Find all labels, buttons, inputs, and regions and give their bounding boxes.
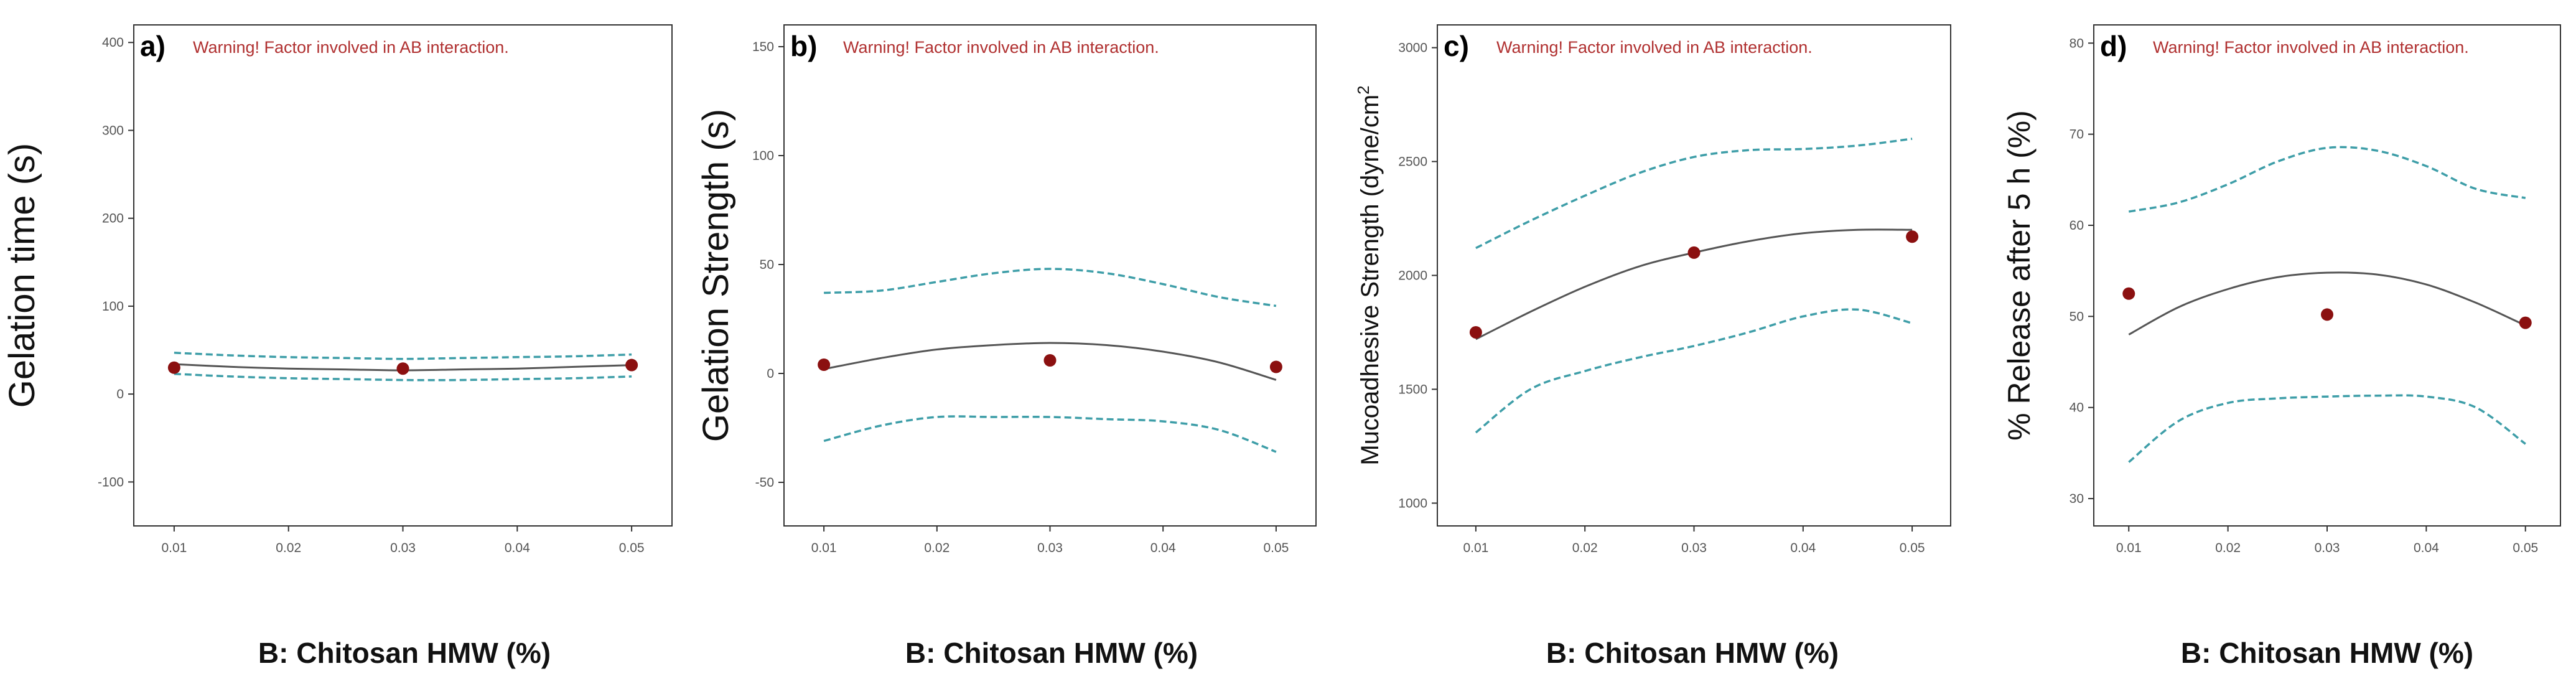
plot-frame [2093, 24, 2561, 527]
chart-panel-1: -100 0 100 200 300 400 0.01 0.02 0.03 0.04 0.05 a) W… [2, 24, 673, 669]
y-tick-label: 0 [116, 387, 124, 401]
y-tick-label: 1500 [1398, 382, 1427, 396]
lower-ci-line [2128, 394, 2526, 463]
y-tick-label: -50 [755, 476, 774, 490]
predicted-line [1475, 228, 1913, 340]
upper-ci-line [1475, 138, 1913, 250]
panel-label: c) [1444, 30, 1469, 62]
panel-label: b) [790, 30, 817, 62]
y-tick-label: 50 [760, 258, 774, 272]
design-point [2122, 287, 2135, 300]
y-tick-label: 2000 [1398, 269, 1427, 283]
design-point [818, 358, 831, 371]
y-tick-label: 60 [2070, 218, 2084, 233]
x-axis-title: B: Chitosan HMW (%) [2181, 637, 2473, 669]
x-tick-label: 0.01 [1463, 541, 1488, 555]
design-point [396, 362, 409, 375]
x-tick-label: 0.03 [1681, 541, 1707, 555]
x-axis-title: B: Chitosan HMW (%) [258, 637, 551, 669]
y-axis-title: Gelation Strength (s) [696, 109, 736, 442]
interaction-warning: Warning! Factor involved in AB interacti… [193, 38, 509, 57]
design-point [1043, 354, 1057, 367]
x-tick-label: 0.03 [1037, 541, 1063, 555]
y-tick-label: 30 [2070, 492, 2084, 506]
x-tick-label: 0.03 [390, 541, 416, 555]
x-tick-label: 0.04 [2414, 541, 2439, 555]
chart-panel-2: -50 0 50 100 150 0.01 0.02 0.03 0.04 0.05 b) Warnin… [696, 24, 1317, 669]
y-axis-title: Mucoadhesive Strength (dyne/cm2 [1354, 85, 1384, 465]
x-axis-title: B: Chitosan HMW (%) [905, 637, 1198, 669]
plot-frame [1437, 24, 1951, 527]
upper-ci-line [174, 352, 632, 360]
y-tick-label: 300 [102, 123, 124, 138]
y-tick-label: 80 [2070, 36, 2084, 50]
y-axis-title: Gelation time (s) [2, 143, 42, 408]
y-axis-title: % Release after 5 h (%) [2002, 110, 2037, 441]
x-tick-label: 0.02 [1572, 541, 1598, 555]
upper-ci-line [824, 268, 1277, 307]
y-tick-label: 200 [102, 212, 124, 226]
predicted-line [823, 342, 1277, 381]
x-tick-label: 0.02 [2215, 541, 2241, 555]
plot-frame [783, 24, 1317, 527]
lower-ci-line [823, 415, 1277, 453]
chart-panel-3: 1000 1500 2000 2500 3000 0.01 0.02 0.03 0.04 0.05… [1354, 24, 1951, 669]
interaction-warning: Warning! Factor involved in AB interacti… [2153, 38, 2469, 57]
y-tick-label: 150 [752, 40, 774, 54]
plot-frame [133, 24, 673, 527]
upper-ci-line [2128, 146, 2526, 213]
panel-label: d) [2100, 30, 2127, 62]
y-tick-label: 100 [752, 149, 774, 163]
x-tick-label: 0.01 [161, 541, 187, 555]
y-axis-title-superscript: 2 [1354, 85, 1373, 94]
y-tick-label: 40 [2070, 401, 2084, 415]
y-tick-label: 50 [2070, 309, 2084, 324]
x-tick-label: 0.04 [505, 541, 530, 555]
x-axis-title: B: Chitosan HMW (%) [1546, 637, 1839, 669]
x-tick-label: 0.04 [1150, 541, 1176, 555]
chart-panel-4: 30 40 50 60 70 80 0.01 0.02 0.03 0.04 0.05 d) Warnin… [2002, 24, 2561, 669]
panel-label: a) [140, 30, 166, 62]
x-tick-label: 0.04 [1790, 541, 1816, 555]
design-point [167, 361, 180, 374]
design-point [625, 358, 638, 372]
lower-ci-line [1475, 308, 1913, 434]
x-tick-label: 0.03 [2315, 541, 2340, 555]
x-tick-label: 0.02 [924, 541, 950, 555]
design-point [2321, 308, 2333, 321]
predicted-line [2128, 271, 2526, 335]
y-tick-label: 2500 [1398, 155, 1427, 169]
design-point [2519, 316, 2532, 329]
interaction-warning: Warning! Factor involved in AB interacti… [1496, 38, 1813, 57]
x-tick-label: 0.05 [1900, 541, 1925, 555]
y-tick-label: 3000 [1398, 41, 1427, 55]
design-point [1269, 360, 1282, 373]
design-point [1687, 246, 1701, 259]
y-tick-label: 1000 [1398, 496, 1427, 510]
design-point [1469, 326, 1482, 339]
y-tick-label: 70 [2070, 128, 2084, 142]
x-tick-label: 0.05 [2513, 541, 2538, 555]
y-tick-label: -100 [98, 475, 124, 489]
interaction-warning: Warning! Factor involved in AB interacti… [843, 38, 1159, 57]
x-tick-label: 0.05 [619, 541, 645, 555]
x-tick-label: 0.01 [811, 541, 837, 555]
y-tick-label: 0 [767, 367, 774, 381]
x-tick-label: 0.05 [1263, 541, 1289, 555]
design-point [1906, 230, 1919, 243]
x-tick-label: 0.02 [276, 541, 301, 555]
y-tick-label: 400 [102, 35, 124, 50]
y-tick-label: 100 [102, 299, 124, 314]
lower-ci-line [174, 372, 632, 382]
x-tick-label: 0.01 [2116, 541, 2142, 555]
